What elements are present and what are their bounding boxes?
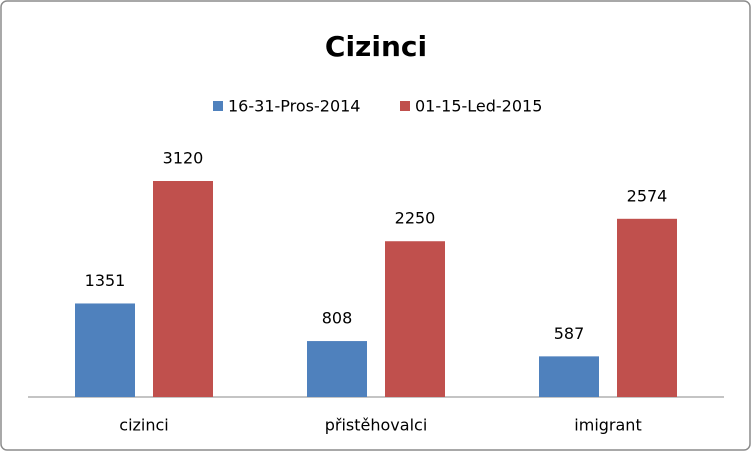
data-label: 3120	[163, 149, 204, 168]
legend-swatch	[213, 101, 223, 111]
data-label: 1351	[85, 271, 126, 290]
data-label: 2250	[395, 209, 436, 228]
data-label: 2574	[627, 186, 668, 205]
bar	[539, 356, 599, 397]
bar	[385, 241, 445, 397]
legend-swatch	[400, 101, 410, 111]
bar	[617, 218, 677, 397]
legend-label: 01-15-Led-2015	[415, 97, 542, 116]
bar	[307, 341, 367, 397]
chart-title: Cizinci	[325, 30, 427, 63]
bar	[75, 303, 135, 397]
x-tick-label: cizinci	[119, 416, 168, 435]
x-tick-label: přistěhovalci	[325, 416, 428, 435]
legend-label: 16-31-Pros-2014	[228, 97, 360, 116]
data-label: 587	[554, 324, 585, 343]
x-tick-label: imigrant	[574, 416, 641, 435]
data-label: 808	[322, 309, 353, 328]
bar	[153, 181, 213, 397]
